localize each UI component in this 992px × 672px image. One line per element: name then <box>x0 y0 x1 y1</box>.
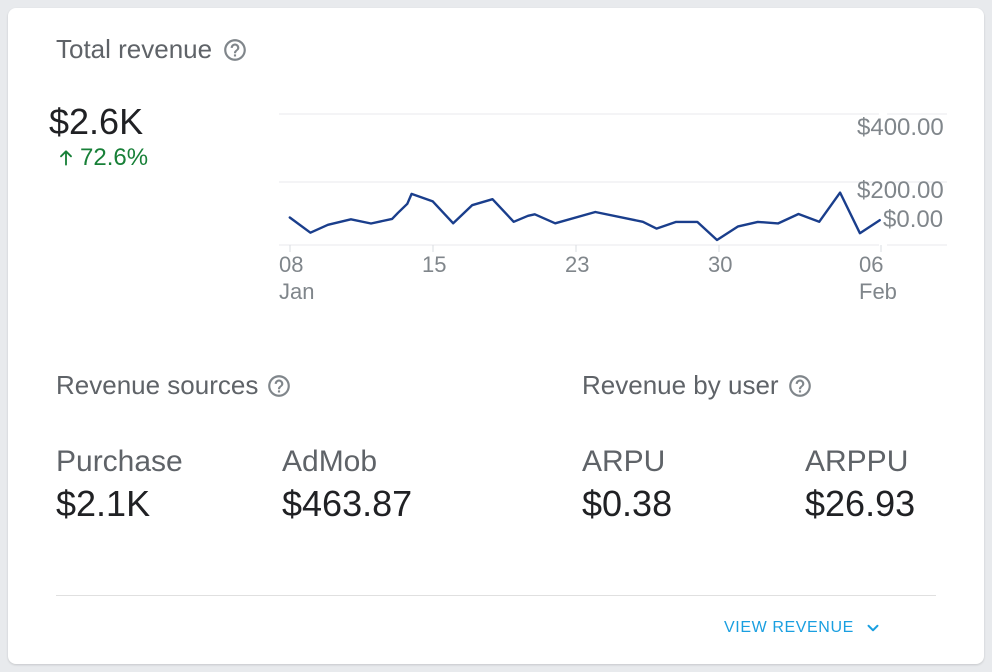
svg-text:23: 23 <box>565 252 589 277</box>
svg-text:Feb: Feb <box>859 279 897 304</box>
svg-text:08: 08 <box>279 252 303 277</box>
svg-text:$0.00: $0.00 <box>883 206 943 233</box>
svg-text:06: 06 <box>859 252 883 277</box>
svg-text:$200.00: $200.00 <box>857 177 944 204</box>
svg-text:Jan: Jan <box>279 279 314 304</box>
svg-text:30: 30 <box>708 252 732 277</box>
svg-text:15: 15 <box>422 252 446 277</box>
svg-text:$400.00: $400.00 <box>857 114 944 141</box>
